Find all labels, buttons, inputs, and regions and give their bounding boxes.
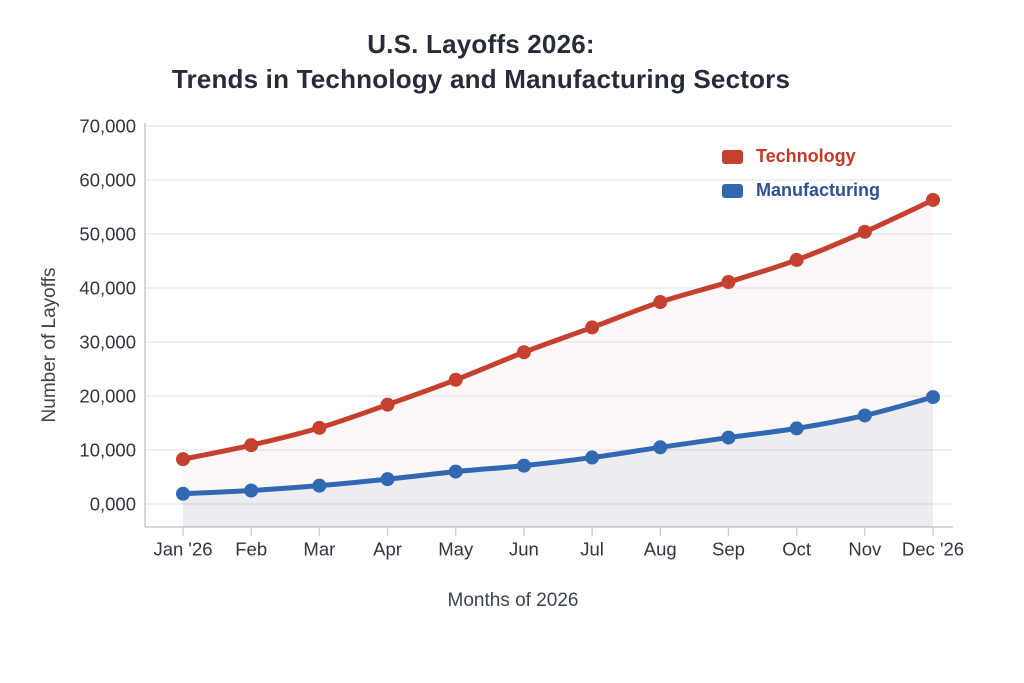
technology-data-point: [244, 438, 259, 453]
technology-data-point: [789, 252, 804, 267]
technology-data-point: [380, 397, 395, 412]
legend-item-manufacturing: Manufacturing: [722, 177, 880, 204]
manufacturing-data-point: [721, 430, 736, 445]
technology-data-point: [857, 224, 872, 239]
manufacturing-swatch-icon: [722, 183, 743, 198]
x-axis-title: Months of 2026: [447, 590, 579, 611]
y-tick-label: 60,000: [79, 170, 136, 191]
x-tick-label: Jun: [509, 539, 539, 560]
manufacturing-data-point: [926, 390, 940, 405]
y-axis-title: Number of Layoffs: [39, 267, 60, 423]
y-tick-label: 20,000: [79, 386, 136, 407]
technology-area: [183, 199, 933, 528]
chart-title: U.S. Layoffs 2026: Trends in Technology …: [0, 27, 962, 97]
technology-swatch-icon: [722, 149, 743, 164]
y-tick-label: 0,000: [90, 494, 136, 515]
x-tick-label: Dec '26: [902, 539, 964, 560]
manufacturing-data-point: [516, 458, 531, 473]
x-tick-label: Apr: [373, 539, 402, 560]
technology-data-point: [926, 192, 940, 207]
technology-data-point: [585, 320, 600, 335]
y-tick-label: 40,000: [79, 278, 136, 299]
x-tick-label: Feb: [235, 539, 267, 560]
legend-label-technology: Technology: [756, 146, 856, 166]
legend-item-technology: Technology: [722, 143, 880, 170]
y-tick-label: 50,000: [79, 224, 136, 245]
manufacturing-data-point: [244, 483, 259, 498]
technology-data-point: [721, 275, 736, 290]
y-tick-label: 70,000: [79, 116, 136, 137]
x-tick-label: Aug: [644, 539, 677, 560]
technology-data-point: [516, 345, 531, 360]
x-tick-label: Jan '26: [153, 539, 212, 560]
x-tick-label: Nov: [848, 539, 882, 560]
x-tick-label: Sep: [712, 539, 745, 560]
manufacturing-data-point: [585, 450, 600, 465]
manufacturing-data-point: [312, 478, 327, 493]
technology-data-point: [448, 372, 463, 387]
manufacturing-data-point: [176, 486, 190, 501]
technology-data-point: [312, 420, 327, 435]
x-tick-label: Mar: [303, 539, 335, 560]
legend-label-manufacturing: Manufacturing: [756, 180, 880, 200]
technology-data-point: [176, 452, 190, 467]
x-tick-label: Oct: [782, 539, 811, 560]
manufacturing-data-point: [653, 440, 668, 455]
manufacturing-data-point: [857, 408, 872, 423]
x-tick-label: May: [438, 539, 474, 560]
technology-data-point: [653, 295, 668, 310]
manufacturing-data-point: [380, 472, 395, 487]
manufacturing-data-point: [448, 464, 463, 479]
y-tick-label: 10,000: [79, 440, 136, 461]
x-tick-label: Jul: [580, 539, 604, 560]
chart-title-line1: U.S. Layoffs 2026:: [367, 29, 595, 59]
manufacturing-data-point: [789, 421, 804, 436]
y-tick-label: 30,000: [79, 332, 136, 353]
legend: Technology Manufacturing: [722, 143, 880, 211]
chart-title-line2: Trends in Technology and Manufacturing S…: [171, 64, 791, 94]
